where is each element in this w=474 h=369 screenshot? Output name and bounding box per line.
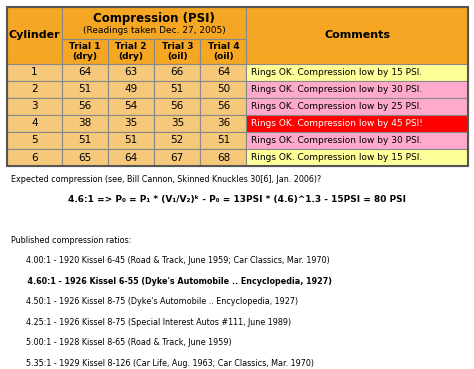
Text: 64: 64 <box>78 67 91 77</box>
Text: Rings OK. Compression low by 25 PSI.: Rings OK. Compression low by 25 PSI. <box>251 102 422 111</box>
Text: 66: 66 <box>171 67 184 77</box>
FancyBboxPatch shape <box>201 149 246 166</box>
FancyBboxPatch shape <box>154 132 201 149</box>
FancyBboxPatch shape <box>62 115 108 132</box>
FancyBboxPatch shape <box>201 132 246 149</box>
Text: 65: 65 <box>78 152 91 162</box>
FancyBboxPatch shape <box>62 64 108 81</box>
Text: 51: 51 <box>78 135 91 145</box>
FancyBboxPatch shape <box>108 98 154 115</box>
Text: (Readings taken Dec. 27, 2005): (Readings taken Dec. 27, 2005) <box>83 25 226 35</box>
FancyBboxPatch shape <box>108 115 154 132</box>
Text: Trial 1
(dry): Trial 1 (dry) <box>69 42 101 61</box>
FancyBboxPatch shape <box>108 39 154 64</box>
FancyBboxPatch shape <box>62 39 108 64</box>
FancyBboxPatch shape <box>7 115 62 132</box>
Text: 56: 56 <box>78 101 91 111</box>
Text: 49: 49 <box>125 84 138 94</box>
FancyBboxPatch shape <box>246 98 468 115</box>
Text: 1: 1 <box>31 67 37 77</box>
Text: 68: 68 <box>217 152 230 162</box>
Text: Trial 3
(oil): Trial 3 (oil) <box>162 42 193 61</box>
FancyBboxPatch shape <box>154 64 201 81</box>
FancyBboxPatch shape <box>62 7 246 39</box>
Text: 51: 51 <box>171 84 184 94</box>
FancyBboxPatch shape <box>62 81 108 98</box>
Text: 56: 56 <box>217 101 230 111</box>
FancyBboxPatch shape <box>201 64 246 81</box>
FancyBboxPatch shape <box>154 39 201 64</box>
FancyBboxPatch shape <box>7 81 62 98</box>
FancyBboxPatch shape <box>201 39 246 64</box>
Text: Rings OK. Compression low by 15 PSI.: Rings OK. Compression low by 15 PSI. <box>251 68 422 77</box>
FancyBboxPatch shape <box>7 132 62 149</box>
FancyBboxPatch shape <box>62 98 108 115</box>
FancyBboxPatch shape <box>108 81 154 98</box>
Text: 4: 4 <box>31 118 37 128</box>
Text: Cylinder: Cylinder <box>9 30 60 40</box>
Text: 52: 52 <box>171 135 184 145</box>
Text: 51: 51 <box>125 135 138 145</box>
FancyBboxPatch shape <box>246 81 468 98</box>
FancyBboxPatch shape <box>246 7 468 64</box>
Text: 4.50:1 - 1926 Kissel 8-75 (Dyke's Automobile .. Encyclopedia, 1927): 4.50:1 - 1926 Kissel 8-75 (Dyke's Automo… <box>11 297 299 306</box>
Text: Comments: Comments <box>324 30 390 40</box>
Text: 2: 2 <box>31 84 37 94</box>
Text: 4.00:1 - 1920 Kissel 6-45 (Road & Track, June 1959; Car Classics, Mar. 1970): 4.00:1 - 1920 Kissel 6-45 (Road & Track,… <box>11 256 330 265</box>
FancyBboxPatch shape <box>7 149 62 166</box>
Text: 3: 3 <box>31 101 37 111</box>
FancyBboxPatch shape <box>108 149 154 166</box>
Text: 50: 50 <box>217 84 230 94</box>
Text: 35: 35 <box>171 118 184 128</box>
Text: 38: 38 <box>78 118 91 128</box>
Text: Rings OK. Compression low by 45 PSI!: Rings OK. Compression low by 45 PSI! <box>251 119 423 128</box>
FancyBboxPatch shape <box>246 132 468 149</box>
Text: 67: 67 <box>171 152 184 162</box>
FancyBboxPatch shape <box>201 81 246 98</box>
Text: 4.60:1 - 1926 Kissel 6-55 (Dyke's Automobile .. Encyclopedia, 1927): 4.60:1 - 1926 Kissel 6-55 (Dyke's Automo… <box>11 277 332 286</box>
FancyBboxPatch shape <box>246 149 468 166</box>
FancyBboxPatch shape <box>154 115 201 132</box>
FancyBboxPatch shape <box>201 115 246 132</box>
FancyBboxPatch shape <box>7 64 62 81</box>
Text: Compression (PSI): Compression (PSI) <box>93 12 215 25</box>
Text: 51: 51 <box>78 84 91 94</box>
FancyBboxPatch shape <box>7 7 62 64</box>
Text: 63: 63 <box>125 67 138 77</box>
FancyBboxPatch shape <box>246 64 468 81</box>
FancyBboxPatch shape <box>108 64 154 81</box>
Text: 5.00:1 - 1928 Kissel 8-65 (Road & Track, June 1959): 5.00:1 - 1928 Kissel 8-65 (Road & Track,… <box>11 338 232 347</box>
Text: Published compression ratios:: Published compression ratios: <box>11 236 132 245</box>
FancyBboxPatch shape <box>154 149 201 166</box>
Text: Rings OK. Compression low by 30 PSI.: Rings OK. Compression low by 30 PSI. <box>251 136 422 145</box>
Text: 64: 64 <box>125 152 138 162</box>
FancyBboxPatch shape <box>62 132 108 149</box>
Text: 56: 56 <box>171 101 184 111</box>
FancyBboxPatch shape <box>246 115 468 132</box>
FancyBboxPatch shape <box>201 98 246 115</box>
Text: 4.6:1 => P₀ = P₁ * (V₁/V₂)ᵏ - P₀ = 13PSI * (4.6)^1.3 - 15PSI = 80 PSI: 4.6:1 => P₀ = P₁ * (V₁/V₂)ᵏ - P₀ = 13PSI… <box>68 195 406 204</box>
Text: 5: 5 <box>31 135 37 145</box>
Text: 36: 36 <box>217 118 230 128</box>
FancyBboxPatch shape <box>154 98 201 115</box>
Text: Trial 4
(oil): Trial 4 (oil) <box>208 42 239 61</box>
FancyBboxPatch shape <box>108 132 154 149</box>
Text: 5.35:1 - 1929 Kissel 8-126 (Car Life, Aug. 1963; Car Classics, Mar. 1970): 5.35:1 - 1929 Kissel 8-126 (Car Life, Au… <box>11 359 314 368</box>
Text: 51: 51 <box>217 135 230 145</box>
Text: 4.25:1 - 1926 Kissel 8-75 (Special Interest Autos #111, June 1989): 4.25:1 - 1926 Kissel 8-75 (Special Inter… <box>11 318 292 327</box>
Text: Trial 2
(dry): Trial 2 (dry) <box>116 42 147 61</box>
Text: Rings OK. Compression low by 30 PSI.: Rings OK. Compression low by 30 PSI. <box>251 85 422 94</box>
FancyBboxPatch shape <box>154 81 201 98</box>
Text: Expected compression (see, Bill Cannon, Skinned Knuckles 30[6], Jan. 2006)?: Expected compression (see, Bill Cannon, … <box>11 175 321 184</box>
FancyBboxPatch shape <box>62 149 108 166</box>
Text: 6: 6 <box>31 152 37 162</box>
FancyBboxPatch shape <box>7 98 62 115</box>
Text: Rings OK. Compression low by 15 PSI.: Rings OK. Compression low by 15 PSI. <box>251 153 422 162</box>
Text: 64: 64 <box>217 67 230 77</box>
Text: 35: 35 <box>125 118 138 128</box>
Text: 54: 54 <box>125 101 138 111</box>
